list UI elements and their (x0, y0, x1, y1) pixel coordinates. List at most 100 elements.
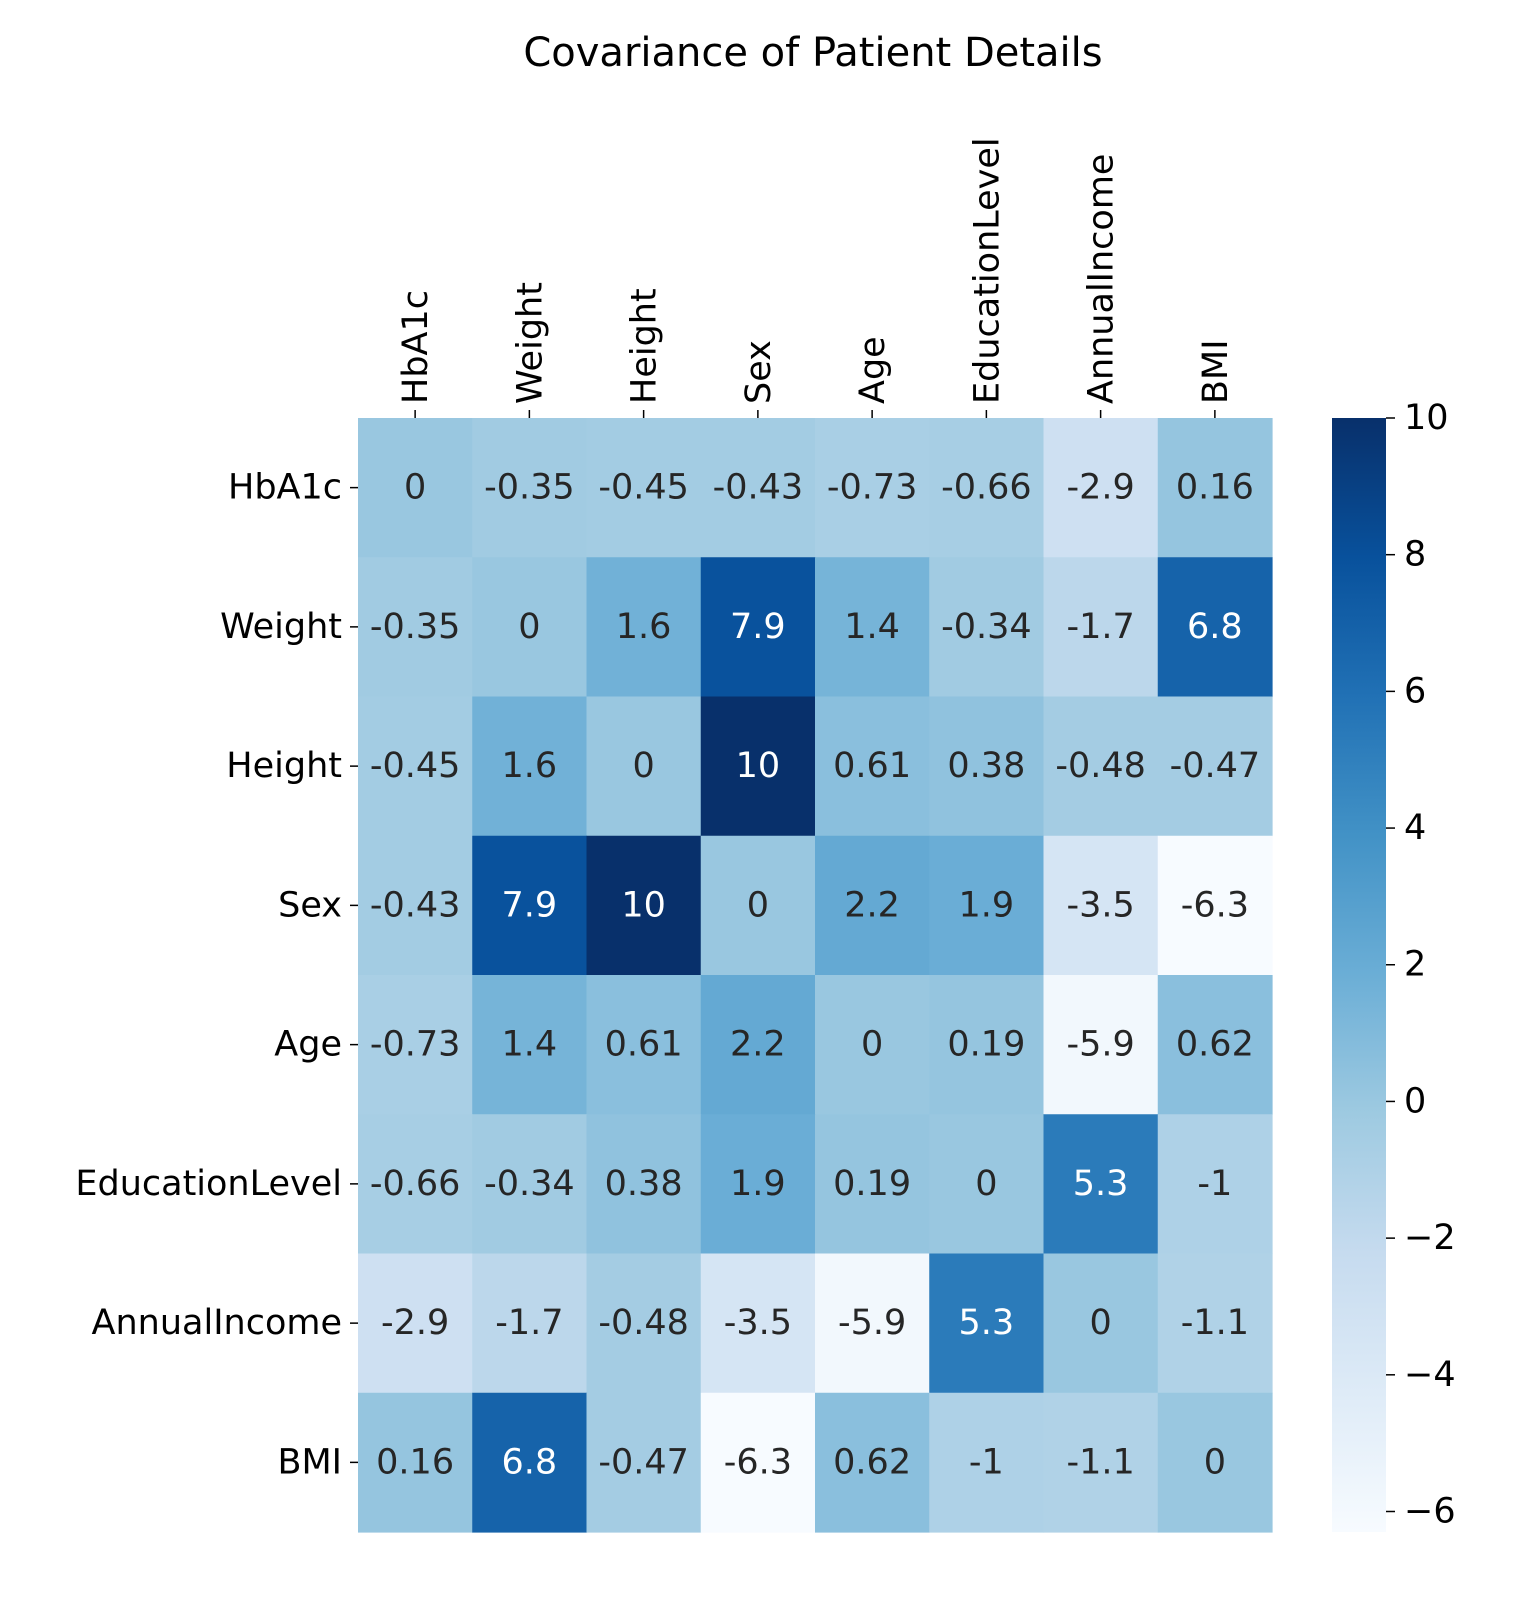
heatmap-cell (929, 835, 1045, 976)
heatmap-cell (815, 835, 930, 976)
cell-annotation: 5.3 (1073, 1164, 1129, 1204)
y-tick-label: BMI (277, 1442, 342, 1482)
heatmap-cell (815, 1253, 930, 1394)
heatmap-cell (929, 1253, 1045, 1394)
heatmap-cell (586, 1392, 702, 1533)
cell-annotation: 0 (518, 607, 540, 647)
heatmap-cell (700, 696, 816, 837)
heatmap-cell (358, 696, 473, 837)
heatmap-cell (472, 975, 588, 1115)
heatmap-cell (1157, 557, 1273, 698)
heatmap-cell (1043, 1253, 1159, 1394)
cell-annotation: -0.73 (827, 468, 918, 508)
cell-annotation: -5.9 (838, 1303, 906, 1343)
colorbar-tick-label: 0 (1404, 1081, 1426, 1121)
cell-annotation: 2.2 (844, 885, 900, 925)
cell-annotation: 0 (861, 1025, 883, 1065)
cell-annotation: 1.9 (730, 1164, 786, 1204)
colorbar-tick-label: 8 (1404, 535, 1426, 575)
x-tick-label: Weight (510, 282, 550, 404)
heatmap-cell (815, 696, 930, 837)
heatmap-cell (472, 1114, 588, 1255)
cell-annotation: -3.5 (724, 1303, 792, 1343)
cell-annotation: -1.1 (1181, 1303, 1249, 1343)
cell-annotation: -0.43 (370, 885, 461, 925)
x-tick-label: EducationLevel (967, 137, 1007, 404)
y-tick-label: Sex (278, 885, 342, 925)
cell-annotation: 10 (736, 746, 781, 786)
cell-annotation: 2.2 (730, 1025, 786, 1065)
heatmap-cell (700, 418, 816, 558)
heatmap-cell (358, 1392, 473, 1533)
cell-annotation: 1.6 (616, 607, 672, 647)
cell-annotation: -0.45 (598, 468, 689, 508)
cell-annotation: -0.66 (370, 1164, 461, 1204)
heatmap-cell (700, 1114, 816, 1255)
cell-annotation: -0.48 (598, 1303, 689, 1343)
heatmap-cells (358, 418, 1273, 1533)
cell-annotation: 0 (747, 885, 769, 925)
heatmap-cell (929, 1114, 1045, 1255)
x-tick-labels: HbA1c Weight Height Sex Age EducationLevel Ann… (396, 137, 1236, 418)
x-tick-label: Age (853, 336, 893, 404)
cell-annotation: -0.34 (941, 607, 1032, 647)
cell-annotation: 0.38 (605, 1164, 683, 1204)
cell-annotation: -3.5 (1066, 885, 1134, 925)
heatmap-cell (586, 975, 702, 1115)
heatmap-cell (815, 1114, 930, 1255)
heatmap-cell (472, 557, 588, 698)
heatmap-cell (586, 835, 702, 976)
y-tick-label: Height (226, 746, 342, 786)
cell-annotation: 0 (975, 1164, 997, 1204)
colorbar-tick-label: −2 (1404, 1218, 1456, 1258)
heatmap-cell (472, 1392, 588, 1533)
heatmap-cell (358, 557, 473, 698)
heatmap-cell (815, 418, 930, 558)
heatmap-cell (1043, 418, 1159, 558)
cell-annotation: 0 (404, 468, 426, 508)
cell-annotation: -0.48 (1055, 746, 1146, 786)
colorbar-tick-label: −6 (1404, 1491, 1456, 1531)
heatmap-cell (1157, 1392, 1273, 1533)
heatmap-cell (1043, 835, 1159, 976)
heatmap-cell (472, 835, 588, 976)
x-tick-label: Height (625, 288, 665, 404)
heatmap-cell (1043, 696, 1159, 837)
x-tick-label: Sex (739, 340, 779, 404)
heatmap-cell (1157, 1114, 1273, 1255)
heatmap-cell (586, 1114, 702, 1255)
cell-annotation: 6.8 (502, 1442, 558, 1482)
cell-annotation: 1.4 (844, 607, 900, 647)
heatmap-cell (586, 1253, 702, 1394)
cell-annotation: 0 (1204, 1442, 1226, 1482)
heatmap-cell (1043, 975, 1159, 1115)
heatmap-cell (358, 975, 473, 1115)
heatmap-cell (700, 835, 816, 976)
cell-annotation: -6.3 (1181, 885, 1249, 925)
heatmap-cell (1157, 418, 1273, 558)
heatmap-cell (358, 1253, 473, 1394)
heatmap-cell (700, 1392, 816, 1533)
heatmap-cell (929, 1392, 1045, 1533)
heatmap-cell (472, 696, 588, 837)
cell-annotation: -1.7 (495, 1303, 563, 1343)
cell-annotation: -1.1 (1066, 1442, 1134, 1482)
heatmap-cell (586, 418, 702, 558)
cell-annotation: -0.45 (370, 746, 461, 786)
cell-annotation: 1.9 (959, 885, 1015, 925)
cell-annotation: -0.35 (484, 468, 575, 508)
heatmap-cell (700, 975, 816, 1115)
cell-annotation: 0.62 (1176, 1025, 1254, 1065)
heatmap-cell (815, 1392, 930, 1533)
cell-annotation: 5.3 (959, 1303, 1015, 1343)
cell-annotation: 10 (621, 885, 666, 925)
x-tick-label: BMI (1196, 339, 1236, 404)
cell-annotation: -0.35 (370, 607, 461, 647)
heatmap-cell (358, 835, 473, 976)
cell-annotation: -6.3 (724, 1442, 792, 1482)
chart-title: Covariance of Patient Details (523, 30, 1102, 76)
y-tick-label: AnnualIncome (92, 1303, 342, 1343)
cell-annotation: 0.19 (833, 1164, 911, 1204)
